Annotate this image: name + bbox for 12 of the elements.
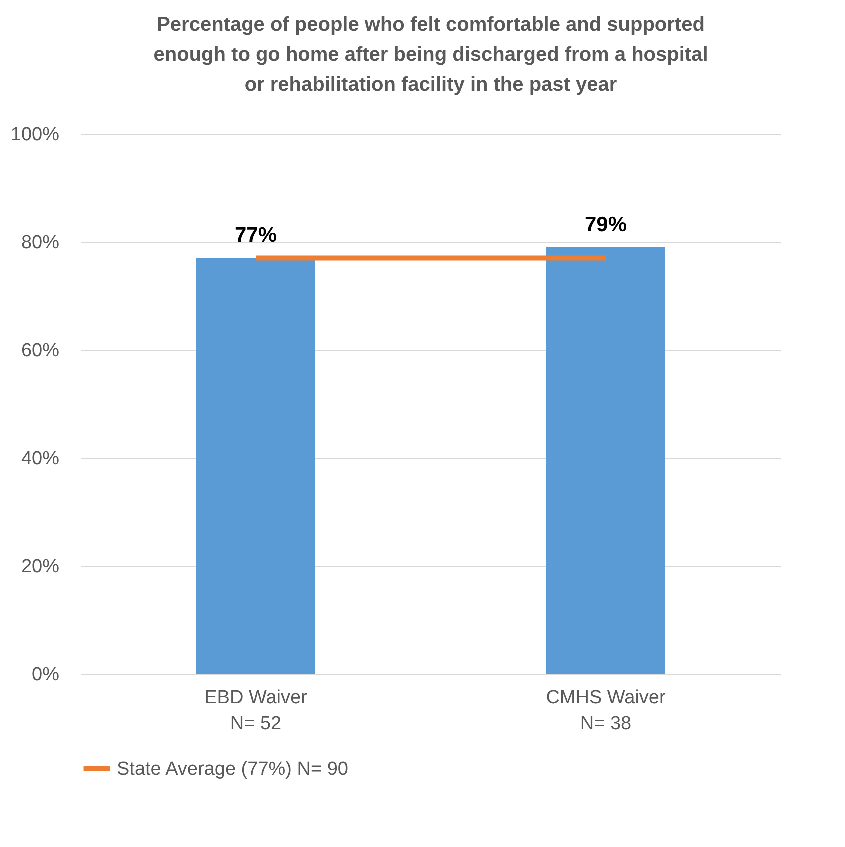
y-tick-label: 100%: [10, 124, 60, 146]
data-label: 79%: [584, 213, 628, 236]
x-tick-label: CMHS Waiver N= 38: [546, 688, 666, 734]
chart-title: Percentage of people who felt comfortable and supported enough to go home after being discharged from a hospital or rehabilitation facility in the past year: [154, 14, 708, 96]
y-tick-label: 60%: [21, 340, 60, 362]
y-tick-label: 40%: [21, 448, 60, 470]
y-tick-label: 20%: [21, 556, 60, 578]
legend-label: State Average (77%) N= 90: [117, 759, 348, 780]
y-tick-label: 0%: [32, 664, 60, 686]
data-label: 77%: [234, 224, 278, 248]
y-tick-label: 80%: [21, 232, 60, 254]
x-tick-label: EBD Waiver N= 52: [204, 688, 308, 734]
